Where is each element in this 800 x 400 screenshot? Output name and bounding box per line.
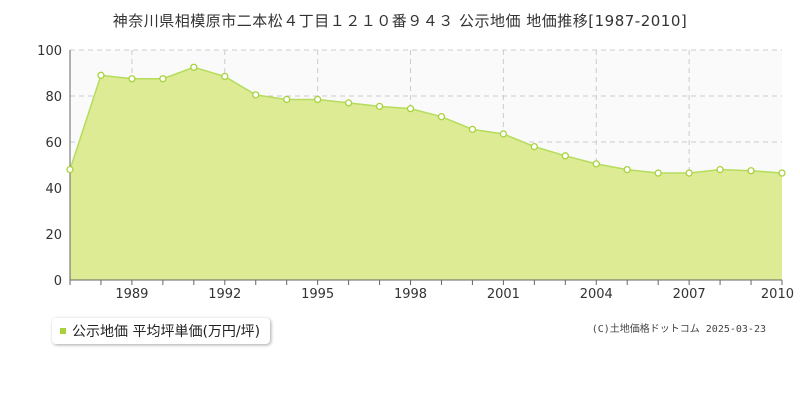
data-point xyxy=(716,165,724,174)
data-point xyxy=(499,130,508,138)
x-tick-label: 1992 xyxy=(208,287,241,302)
data-point xyxy=(437,113,446,121)
data-point xyxy=(252,91,260,99)
tick-labels: 0 20 40 60 80 100 1989 1992 1995 1998 2001 2004 2007… xyxy=(37,44,794,302)
data-point xyxy=(190,63,198,71)
data-point xyxy=(344,99,353,107)
data-point xyxy=(66,165,74,174)
data-point xyxy=(561,152,569,160)
y-tick-label: 80 xyxy=(45,90,62,105)
series-line xyxy=(69,66,783,174)
data-point xyxy=(159,75,167,83)
y-tick-label: 0 xyxy=(54,274,62,289)
data-point xyxy=(97,71,105,79)
y-tick-label: 40 xyxy=(45,182,62,197)
data-point xyxy=(128,75,136,83)
data-point xyxy=(530,142,538,151)
legend[interactable]: 公示地価 平均坪単価(万円/坪) xyxy=(52,318,271,344)
x-tick-label: 2010 xyxy=(761,287,794,302)
data-point xyxy=(685,169,693,177)
x-tick-label: 1989 xyxy=(115,287,148,302)
legend-label: 公示地価 平均坪単価(万円/坪) xyxy=(72,324,261,340)
data-point xyxy=(747,167,755,175)
series-area xyxy=(70,67,782,280)
y-tick-label: 100 xyxy=(37,44,62,59)
axes xyxy=(69,50,783,285)
chart-title: 神奈川県相模原市二本松４丁目１２１０番９４３ 公示地価 地価推移[1987-20… xyxy=(112,12,688,30)
data-point xyxy=(314,95,322,104)
data-points xyxy=(66,63,786,177)
data-point xyxy=(375,102,384,110)
x-tick-label: 2001 xyxy=(487,287,520,302)
y-tick-label: 60 xyxy=(45,136,62,151)
data-point xyxy=(592,160,600,168)
data-point xyxy=(654,169,662,177)
data-point xyxy=(221,72,229,81)
data-point xyxy=(406,105,415,113)
x-tick-label: 1995 xyxy=(301,287,334,302)
data-point xyxy=(468,125,477,134)
data-point xyxy=(778,169,786,177)
x-tick-label: 1998 xyxy=(394,287,427,302)
data-point xyxy=(283,95,291,104)
x-tick-label: 2004 xyxy=(580,287,613,302)
x-tick-label: 2007 xyxy=(673,287,706,302)
data-point xyxy=(623,165,631,174)
y-tick-label: 20 xyxy=(45,228,62,243)
credit-text: (C)土地価格ドットコム 2025-03-23 xyxy=(591,324,766,335)
legend-square-icon xyxy=(60,328,66,334)
